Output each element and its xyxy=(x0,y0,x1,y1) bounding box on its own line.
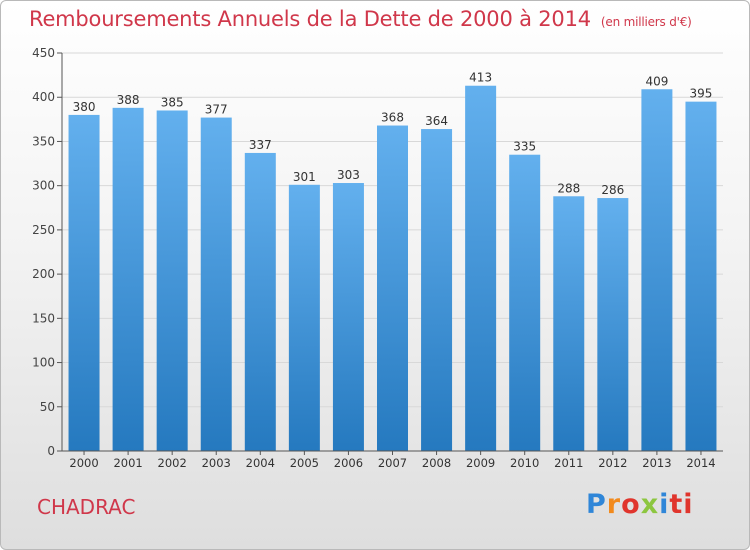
x-tick-label: 2005 xyxy=(290,456,319,470)
bar-value-label: 380 xyxy=(73,100,96,114)
logo-letter: o xyxy=(621,489,641,520)
bar xyxy=(200,117,232,451)
bar xyxy=(288,184,320,451)
y-tick-label: 350 xyxy=(32,134,55,148)
bar-value-label: 409 xyxy=(645,74,668,88)
bar-value-label: 413 xyxy=(469,71,492,85)
bar xyxy=(553,196,585,451)
bar-value-label: 364 xyxy=(425,114,448,128)
bar-value-label: 337 xyxy=(249,138,272,152)
logo-letter: r xyxy=(606,489,622,520)
logo-letter: i xyxy=(659,489,670,520)
y-tick-label: 300 xyxy=(32,179,55,193)
x-tick-label: 2014 xyxy=(686,456,715,470)
bar-value-label: 377 xyxy=(205,103,228,117)
bar-value-label: 301 xyxy=(293,170,316,184)
logo-letter: P xyxy=(586,489,607,520)
x-tick-label: 2012 xyxy=(598,456,627,470)
x-tick-label: 2004 xyxy=(246,456,275,470)
x-tick-label: 2003 xyxy=(202,456,231,470)
x-tick-label: 2007 xyxy=(378,456,407,470)
x-tick-label: 2008 xyxy=(422,456,451,470)
bar xyxy=(332,183,364,451)
y-tick-label: 450 xyxy=(32,46,55,60)
bar xyxy=(377,125,408,451)
bar xyxy=(244,152,276,452)
bar-value-label: 388 xyxy=(117,93,140,107)
x-tick-label: 2006 xyxy=(334,456,363,470)
y-tick-label: 250 xyxy=(32,223,55,237)
y-tick-label: 0 xyxy=(47,444,55,458)
axes xyxy=(57,52,723,455)
x-tick-label: 2002 xyxy=(158,456,187,470)
x-tick-label: 2000 xyxy=(69,456,98,470)
y-tick-label: 200 xyxy=(32,267,55,281)
bar-value-label: 385 xyxy=(161,95,184,109)
bars xyxy=(68,85,717,452)
bar xyxy=(597,198,629,451)
bar-value-label: 368 xyxy=(381,111,404,125)
bar xyxy=(685,101,717,452)
chart-title-text: Remboursements Annuels de la Dette de 20… xyxy=(29,7,591,31)
x-tick-label: 2013 xyxy=(642,456,671,470)
bar xyxy=(68,114,100,452)
bar-value-label: 303 xyxy=(337,168,360,182)
x-tick-label: 2010 xyxy=(510,456,539,470)
proxiti-logo: Proxiti xyxy=(586,489,694,520)
bar-value-label: 288 xyxy=(557,181,580,195)
bar xyxy=(421,129,453,451)
x-tick-label: 2011 xyxy=(554,456,583,470)
x-tick-label: 2001 xyxy=(113,456,142,470)
commune-name: CHADRAC xyxy=(37,495,136,519)
bar xyxy=(641,89,673,452)
bar-value-label: 395 xyxy=(690,87,713,101)
logo-letter: x xyxy=(640,489,660,520)
labels: 0 50 100 150 200 250 300 350 400 450 380 2000 388 200… xyxy=(32,46,716,470)
x-tick-label: 2009 xyxy=(466,456,495,470)
bar-value-label: 335 xyxy=(513,140,536,154)
bar-value-label: 286 xyxy=(601,183,624,197)
y-tick-label: 100 xyxy=(32,356,55,370)
bar xyxy=(465,85,497,452)
y-tick-label: 150 xyxy=(32,311,55,325)
bar xyxy=(509,154,541,451)
bar xyxy=(112,107,144,451)
logo-letter: ti xyxy=(669,489,694,520)
chart-title: Remboursements Annuels de la Dette de 20… xyxy=(29,7,692,31)
y-tick-label: 400 xyxy=(32,90,55,104)
y-tick-label: 50 xyxy=(40,400,55,414)
bar xyxy=(156,110,188,451)
chart-unit: (en milliers d'€) xyxy=(600,15,692,29)
